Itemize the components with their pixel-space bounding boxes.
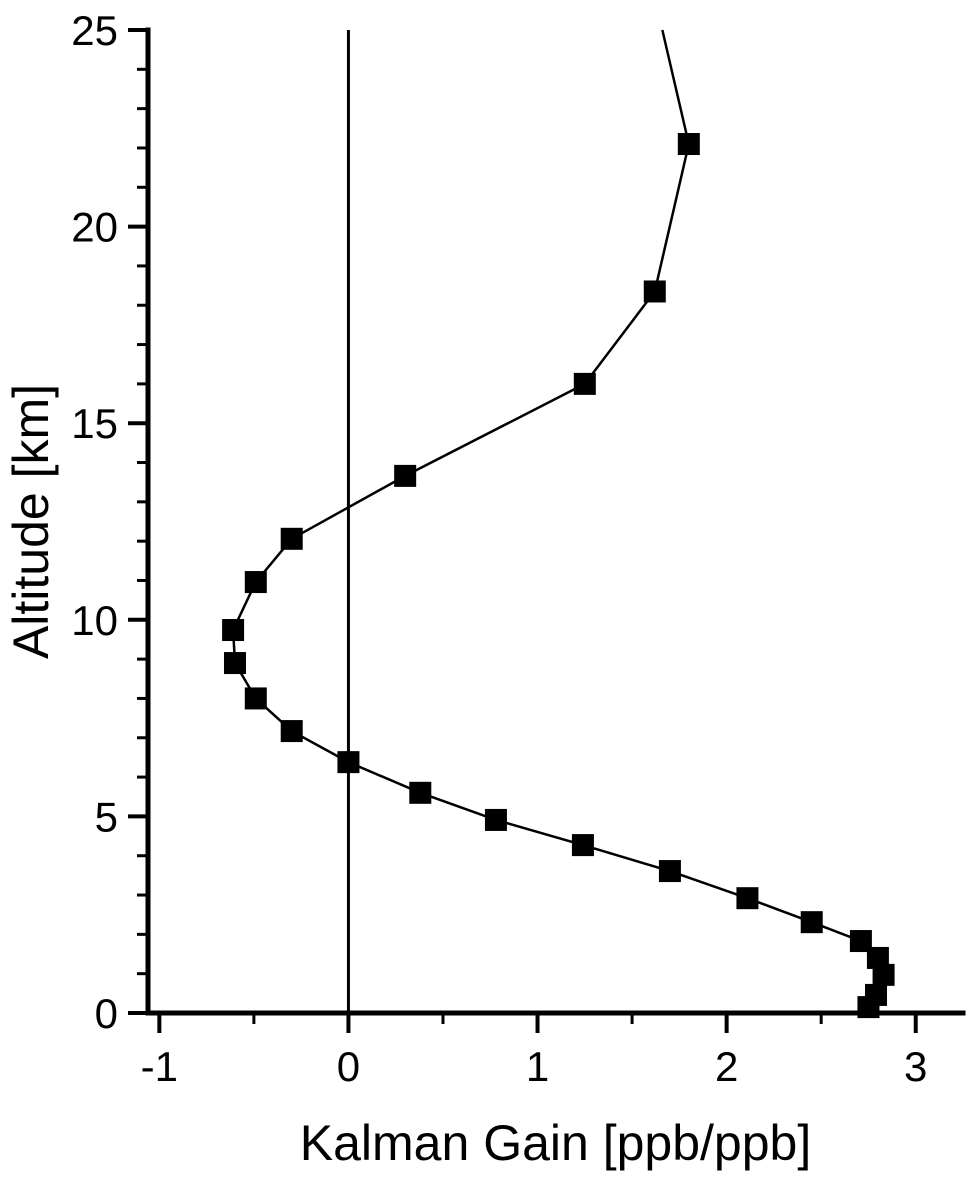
x-tick-label: 3	[904, 1043, 927, 1090]
data-point-marker	[865, 983, 888, 1006]
data-point-marker	[849, 930, 872, 953]
plot-layers: -1 0 1 2 3 0 5 10 15 20 25	[71, 7, 966, 1090]
data-point-marker	[337, 751, 360, 774]
data-point-marker	[800, 911, 823, 934]
data-point-marker	[573, 372, 596, 395]
y-axis-title: Altitude [km]	[3, 384, 59, 659]
y-tick-label: 5	[95, 793, 118, 840]
x-tick-label: 0	[337, 1043, 360, 1090]
data-point-marker	[222, 619, 245, 642]
data-point-marker	[484, 808, 507, 831]
x-tick-label: 1	[526, 1043, 549, 1090]
y-tick-label: 25	[71, 7, 118, 54]
data-line	[231, 29, 885, 1008]
data-point-marker	[280, 527, 303, 550]
data-point-marker	[658, 860, 681, 883]
x-tick-label: -1	[141, 1043, 178, 1090]
data-point-marker	[736, 887, 759, 910]
x-axis-title: Kalman Gain [ppb/ppb]	[300, 1115, 811, 1171]
data-point-marker	[244, 571, 267, 594]
data-point-marker	[643, 280, 666, 303]
data-point-marker	[280, 720, 303, 743]
data-point-marker	[571, 834, 594, 857]
data-point-marker	[872, 963, 895, 986]
y-tick-label: 20	[71, 204, 118, 251]
data-point-marker	[866, 946, 889, 969]
y-tick-label: 15	[71, 400, 118, 447]
y-tick-label: 0	[95, 990, 118, 1037]
data-point-marker	[409, 781, 432, 804]
data-point-marker	[677, 133, 700, 156]
data-point-marker	[394, 464, 417, 487]
data-point-marker	[223, 652, 246, 675]
y-tick-label: 10	[71, 597, 118, 644]
data-point-marker	[244, 687, 267, 710]
x-tick-label: 2	[715, 1043, 738, 1090]
